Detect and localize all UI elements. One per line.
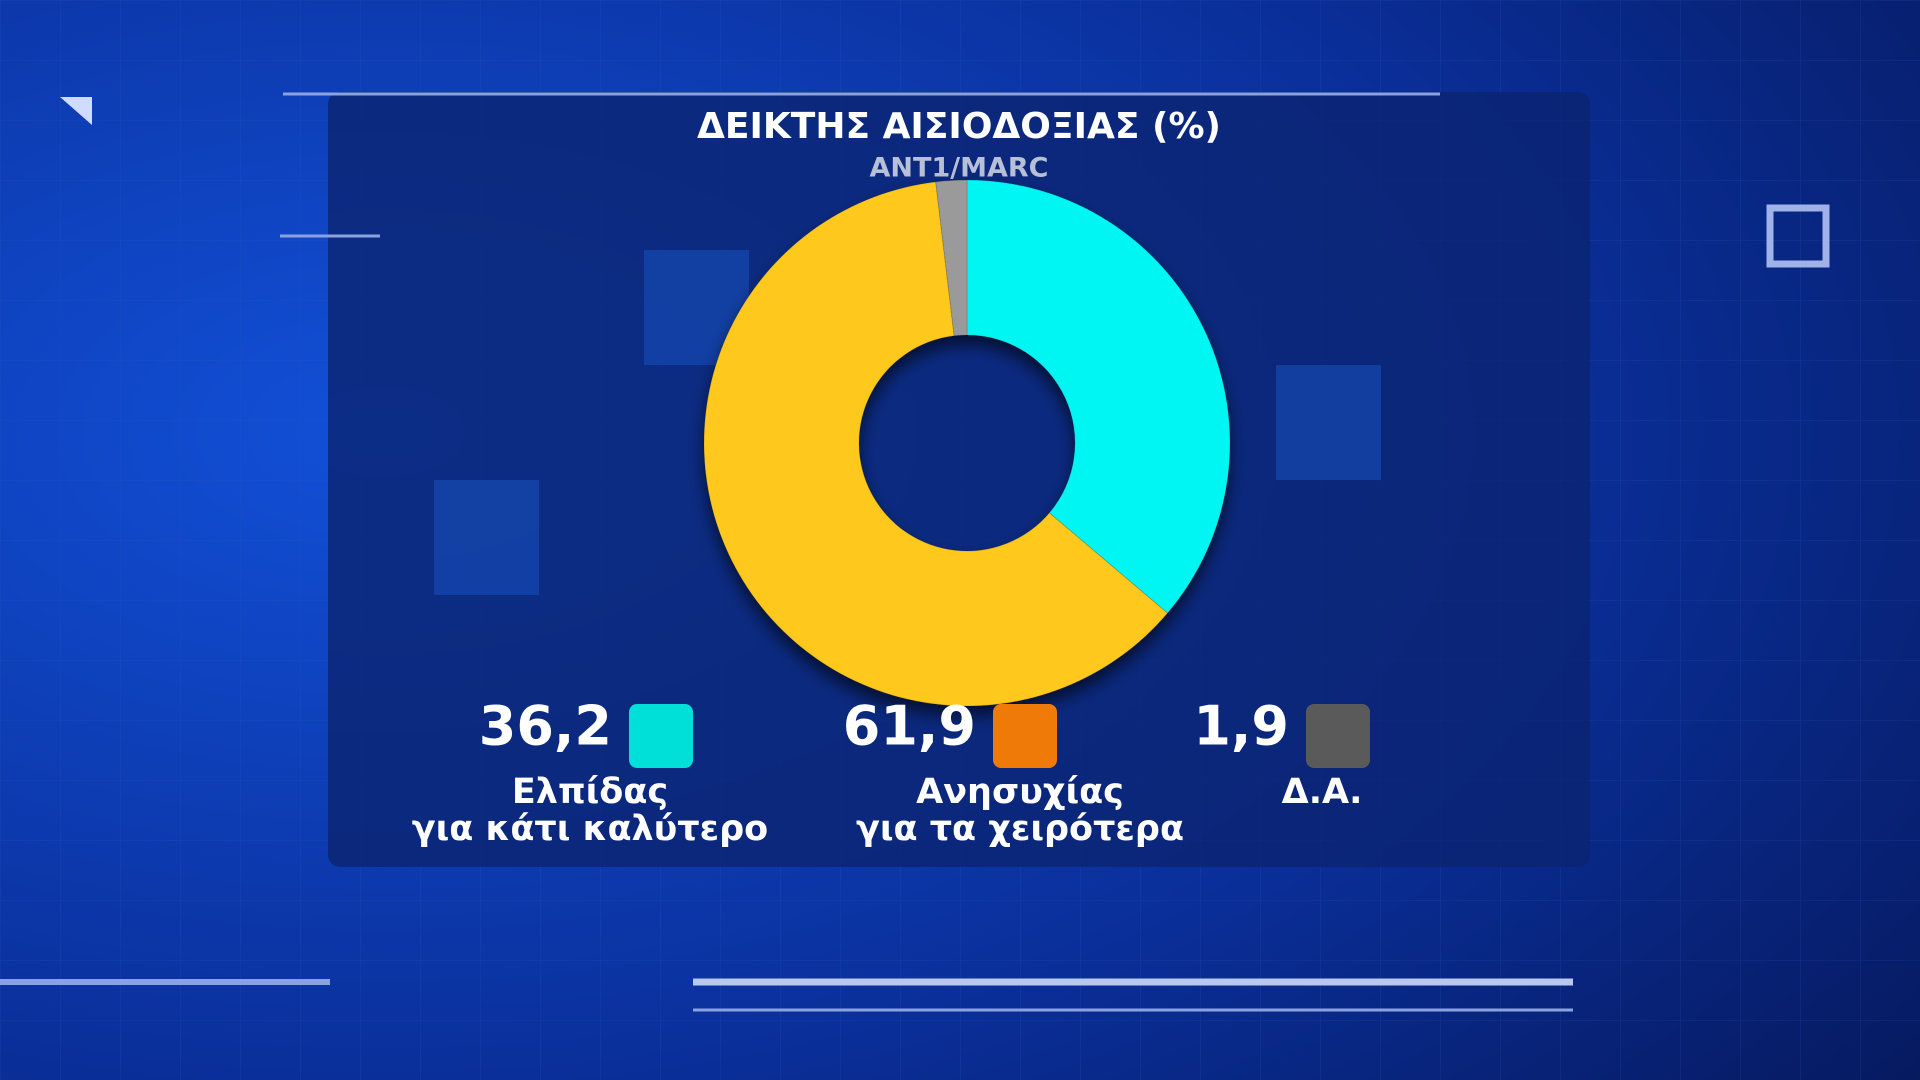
legend-label-line: Ανησυχίας [916,772,1124,812]
decor [1766,204,1830,268]
legend: 36,2 Ελπίδας για κάτι καλύτερο 61,9 Ανησυχία… [412,695,1370,849]
legend-label-line: για κάτι καλύτερο [412,809,768,849]
donut-slice [703,181,1169,707]
legend-swatch [629,704,693,768]
legend-swatch [1306,704,1370,768]
panel [328,92,1590,867]
legend-swatch [993,704,1057,768]
chart-title: ΔΕΙΚΤΗΣ ΑΙΣΙΟΔΟΞΙΑΣ (%) [697,106,1221,147]
donut-slice [966,179,1231,614]
donut-slice [935,179,968,337]
decor [1276,365,1381,480]
legend-label: Δ.Α. [1282,772,1363,812]
legend-label-line: Ελπίδας [512,772,668,812]
legend-label-line: Δ.Α. [1282,772,1363,812]
legend-label: Ανησυχίας για τα χειρότερα [856,772,1184,849]
value-label: 36,2 [479,695,612,758]
donut [703,179,1231,707]
value-label: 1,9 [1193,695,1289,758]
value-label: 61,9 [843,695,976,758]
chart-subtitle: ANT1/MARC [870,153,1049,184]
legend-label: Ελπίδας για κάτι καλύτερο [412,772,768,849]
decor [434,480,539,595]
legend-label-line: για τα χειρότερα [856,809,1184,849]
decor [60,97,92,125]
